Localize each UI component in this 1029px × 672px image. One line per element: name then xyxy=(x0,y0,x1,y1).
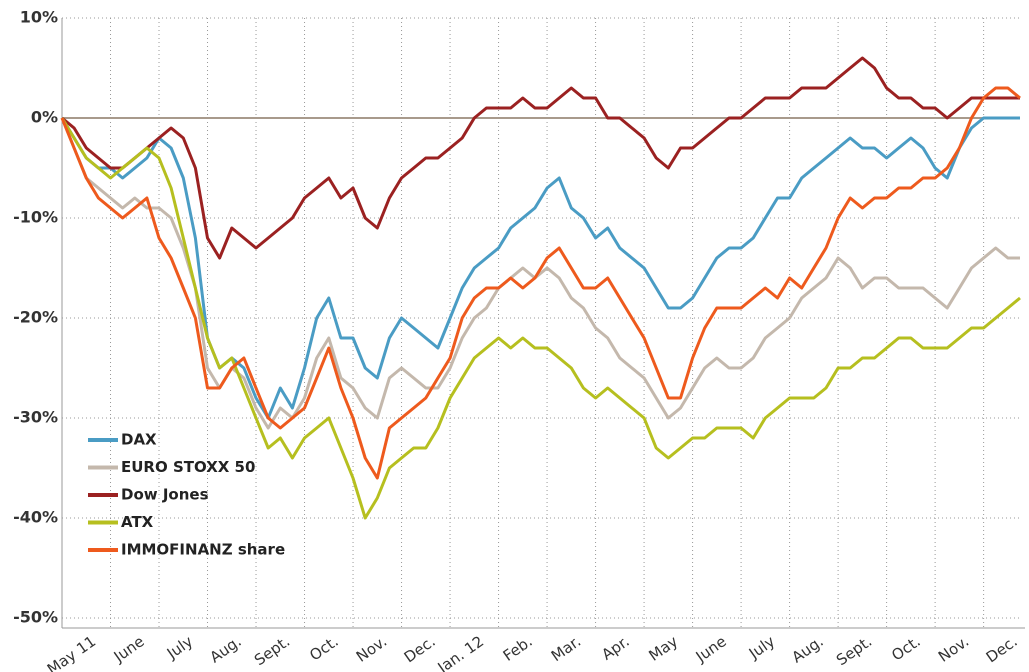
x-tick-label: Oct. xyxy=(888,632,923,664)
series-line xyxy=(61,56,1020,260)
x-tick-label: Mar. xyxy=(548,632,584,665)
y-tick-label: 10% xyxy=(20,8,58,27)
y-tick-label: -20% xyxy=(13,308,58,327)
x-tick-label: Dec. xyxy=(983,632,1021,666)
y-tick-label: -10% xyxy=(13,208,58,227)
y-tick-label: 0% xyxy=(31,108,58,127)
x-tick-label: Nov. xyxy=(935,632,972,666)
x-tick-label: Dec. xyxy=(401,632,439,666)
x-tick-label: Sept. xyxy=(251,632,293,669)
x-tick-label: Aug. xyxy=(788,632,826,666)
y-tick-label: -50% xyxy=(13,608,58,627)
x-tick-label: Aug. xyxy=(206,632,244,666)
x-tick-label: June xyxy=(110,632,148,666)
x-tick-label: Feb. xyxy=(500,632,536,665)
x-tick-label: May 11 xyxy=(44,632,99,672)
x-tick-label: Apr. xyxy=(598,632,632,664)
x-tick-label: Jan. 12 xyxy=(434,632,488,672)
x-tick-label: Oct. xyxy=(306,632,341,664)
legend-label: DAX xyxy=(121,431,157,449)
y-tick-label: -40% xyxy=(13,508,58,527)
series-line xyxy=(60,117,1021,520)
legend-label: EURO STOXX 50 xyxy=(121,458,255,476)
x-tick-label: May xyxy=(645,632,681,665)
legend-label: IMMOFINANZ share xyxy=(121,541,285,559)
legend-label: Dow Jones xyxy=(121,486,209,504)
y-tick-label: -30% xyxy=(13,408,58,427)
series-line xyxy=(60,86,1021,480)
legend-label: ATX xyxy=(121,513,154,531)
x-tick-label: July xyxy=(745,632,778,663)
x-tick-label: June xyxy=(692,632,730,666)
x-tick-label: July xyxy=(163,632,196,663)
x-tick-label: Sept. xyxy=(833,632,875,669)
x-tick-label: Nov. xyxy=(353,632,390,666)
